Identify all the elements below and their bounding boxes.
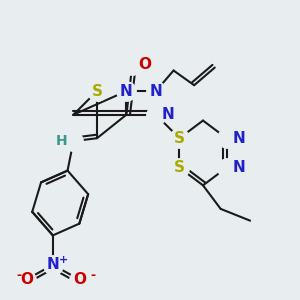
Text: H: H	[56, 134, 68, 148]
Text: S: S	[174, 160, 185, 175]
Text: -: -	[16, 268, 22, 282]
Text: O: O	[138, 57, 151, 72]
Text: S: S	[174, 131, 185, 146]
Text: S: S	[92, 84, 103, 99]
Text: N: N	[162, 107, 175, 122]
Text: N: N	[232, 131, 245, 146]
Text: O: O	[73, 272, 86, 287]
Text: -: -	[90, 268, 95, 282]
Text: O: O	[20, 272, 33, 287]
Text: N: N	[149, 84, 162, 99]
Text: N: N	[232, 160, 245, 175]
Text: N: N	[46, 257, 59, 272]
Text: N: N	[120, 84, 133, 99]
Text: +: +	[58, 255, 68, 266]
